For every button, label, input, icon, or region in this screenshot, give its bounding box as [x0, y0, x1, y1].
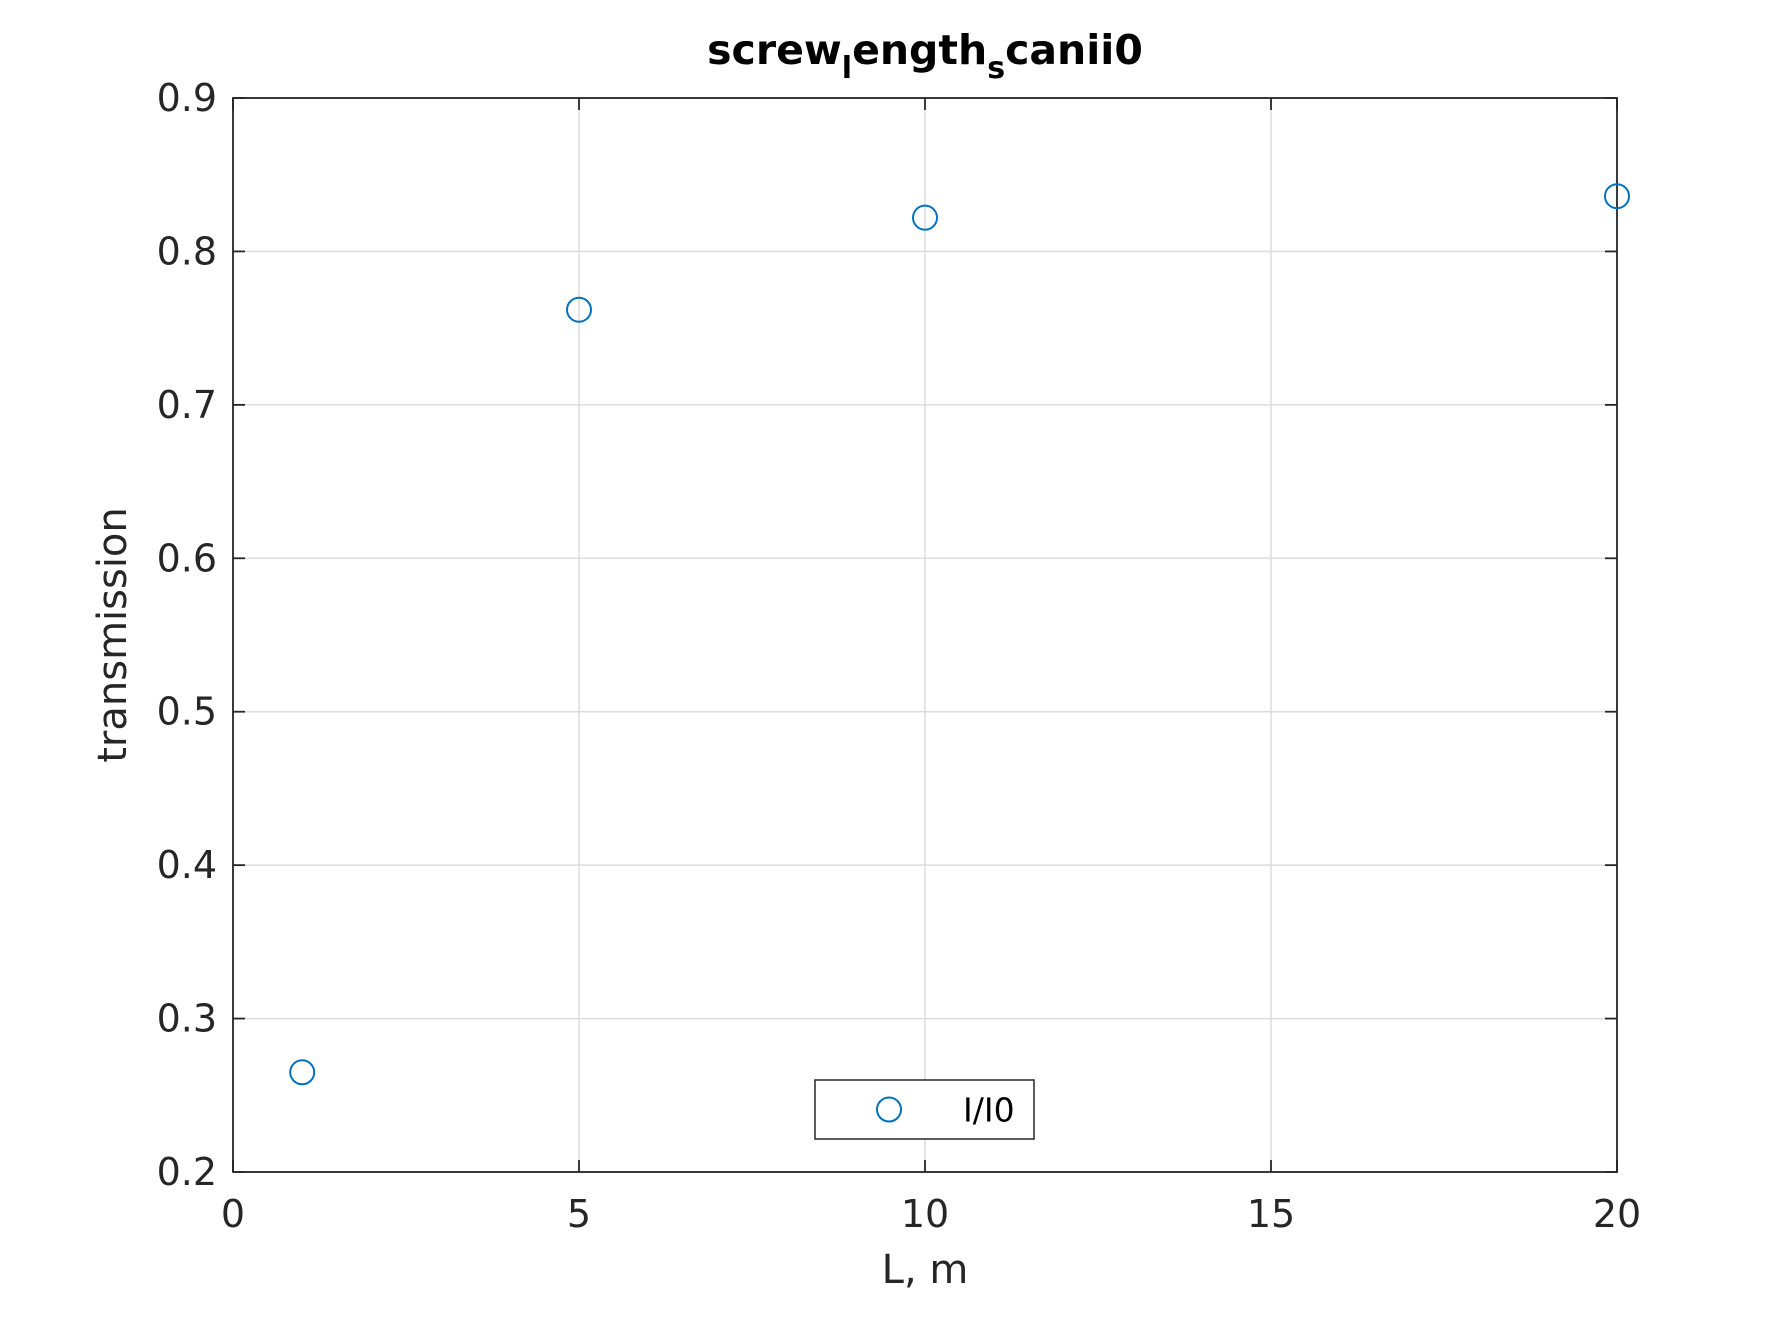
chart-title-part: screw — [707, 26, 842, 74]
x-tick-label: 5 — [567, 1192, 591, 1236]
x-tick-label: 0 — [221, 1192, 245, 1236]
x-tick-label: 15 — [1247, 1192, 1295, 1236]
legend-box — [814, 1079, 1035, 1140]
y-tick-label: 0.7 — [157, 383, 217, 427]
chart-title-part: l — [842, 51, 852, 86]
y-tick-label: 0.8 — [157, 229, 217, 273]
data-point — [912, 204, 938, 231]
y-axis-label: transmission — [90, 507, 136, 763]
data-point — [1604, 183, 1630, 210]
x-tick-label: 10 — [901, 1192, 949, 1236]
y-tick-label: 0.4 — [157, 843, 217, 887]
y-tick-label: 0.2 — [157, 1150, 217, 1194]
chart-title: screwlengthscanii0 — [707, 26, 1143, 86]
y-tick-label: 0.6 — [157, 536, 217, 580]
y-tick-label: 0.9 — [157, 76, 217, 120]
legend-label: I/I0 — [963, 1091, 1015, 1130]
x-tick-label: 20 — [1593, 1192, 1641, 1236]
data-point — [289, 1059, 316, 1086]
y-tick-label: 0.3 — [157, 997, 217, 1041]
chart-title-part: s — [987, 51, 1005, 86]
chart-title-part: ength — [852, 26, 987, 74]
chart-title-part: canii0 — [1005, 26, 1143, 74]
x-axis-label: L, m — [882, 1247, 969, 1293]
legend-marker — [876, 1096, 902, 1123]
data-point — [566, 296, 592, 323]
y-tick-label: 0.5 — [157, 690, 217, 734]
